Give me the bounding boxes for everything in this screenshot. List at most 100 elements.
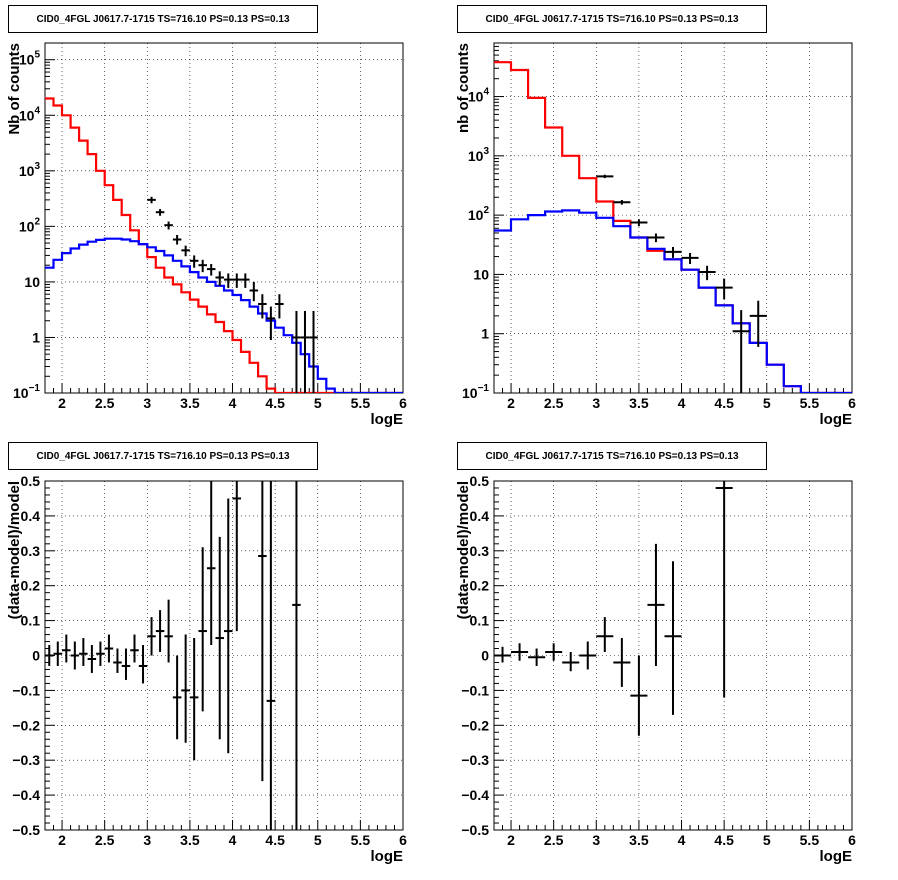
x-tick-label: 4 bbox=[229, 832, 237, 848]
data-point bbox=[70, 641, 80, 670]
y-tick-label: −0.5 bbox=[12, 822, 40, 838]
data-point bbox=[155, 209, 165, 216]
data-point bbox=[198, 547, 207, 712]
y-tick-label: −0.2 bbox=[461, 717, 489, 733]
x-tick-label: 5.5 bbox=[800, 395, 820, 411]
ticks bbox=[493, 42, 853, 394]
chart-title: CID0_4FGL J0617.7-1715 TS=716.10 PS=0.13… bbox=[457, 442, 767, 470]
series-step-line bbox=[45, 237, 403, 393]
data-point bbox=[715, 278, 733, 300]
y-tick-label: 10−1 bbox=[462, 383, 489, 401]
y-tick-label: 0.2 bbox=[470, 578, 490, 594]
x-tick-label: 2 bbox=[507, 395, 515, 411]
data-point bbox=[189, 638, 199, 761]
y-tick-label: 0.2 bbox=[21, 578, 41, 594]
data-point bbox=[206, 481, 216, 646]
series-step-line bbox=[45, 97, 403, 393]
ticks bbox=[44, 42, 404, 394]
data-point bbox=[45, 645, 54, 666]
data-point bbox=[172, 655, 182, 740]
data-point bbox=[596, 174, 614, 179]
y-tick-label: 102 bbox=[19, 216, 41, 234]
y-tick-label: 1 bbox=[32, 329, 40, 345]
x-tick-label: 5 bbox=[314, 832, 322, 848]
x-tick-label: 2.5 bbox=[95, 395, 115, 411]
data-point bbox=[300, 310, 310, 393]
data-point bbox=[494, 646, 512, 663]
x-axis-label: logE bbox=[371, 411, 404, 428]
y-tick-label: 0 bbox=[32, 648, 40, 664]
x-tick-label: 2.5 bbox=[544, 395, 564, 411]
chart-title: CID0_4FGL J0617.7-1715 TS=716.10 PS=0.13… bbox=[8, 442, 318, 470]
panel-bottom-left: 2 2.5 3 3.5 4 4.5 5 5.5 6 −0.5 −0.4 −0.3 −0.2 −0.1 0 0.… bbox=[0, 437, 449, 875]
data-point bbox=[104, 634, 114, 663]
x-axis-label: logE bbox=[820, 848, 853, 865]
data-point bbox=[630, 219, 648, 227]
x-tick-label: 3 bbox=[143, 832, 151, 848]
data-point bbox=[698, 265, 716, 281]
x-tick-label: 5 bbox=[314, 395, 322, 411]
x-tick-label: 5.5 bbox=[351, 832, 371, 848]
data-point bbox=[206, 264, 216, 276]
x-tick-label: 4.5 bbox=[265, 395, 285, 411]
y-tick-label: 0.3 bbox=[21, 543, 41, 559]
data-point bbox=[215, 271, 224, 286]
data-point bbox=[613, 199, 631, 205]
chart-title: CID0_4FGL J0617.7-1715 TS=716.10 PS=0.13… bbox=[8, 5, 318, 33]
grid bbox=[45, 43, 403, 393]
x-tick-label: 4.5 bbox=[265, 832, 285, 848]
y-tick-label: −0.4 bbox=[12, 787, 40, 803]
data-point bbox=[113, 648, 122, 673]
data-point bbox=[87, 645, 97, 673]
y-tick-label: 0.5 bbox=[470, 473, 490, 489]
y-tick-label: 10 bbox=[24, 274, 40, 290]
data-point bbox=[630, 655, 648, 736]
data-point bbox=[511, 643, 529, 661]
data-point bbox=[62, 634, 71, 663]
data-point bbox=[181, 634, 190, 743]
y-axis-label: nb of counts bbox=[455, 43, 472, 133]
data-point bbox=[562, 652, 580, 672]
series-group bbox=[494, 61, 852, 393]
data-point bbox=[53, 641, 63, 666]
x-tick-label: 6 bbox=[399, 395, 407, 411]
data-point bbox=[647, 543, 665, 666]
data-point bbox=[258, 294, 267, 319]
x-tick-label: 6 bbox=[848, 832, 856, 848]
series-group bbox=[494, 481, 733, 736]
data-point bbox=[266, 306, 276, 340]
y-axis-label: Nb of counts bbox=[6, 43, 23, 135]
panel-bottom-right: 2 2.5 3 3.5 4 4.5 5 5.5 6 −0.5 −0.4 −0.3 −0.2 −0.1 0 0.… bbox=[449, 437, 898, 875]
data-point bbox=[258, 481, 267, 782]
chart-top-right: 2 2.5 3 3.5 4 4.5 5 5.5 6 10−1 1 10 102 103 104 logE nb … bbox=[455, 42, 856, 428]
panel-top-right: 2 2.5 3 3.5 4 4.5 5 5.5 6 10−1 1 10 102 103 104 logE nb … bbox=[449, 0, 898, 437]
data-point bbox=[198, 259, 207, 273]
data-point bbox=[715, 481, 733, 698]
data-point bbox=[164, 221, 173, 230]
panel-top-left: 2 2.5 3 3.5 4 4.5 5 5.5 6 10−1 1 10 102 103 104 105 logE… bbox=[0, 0, 449, 437]
x-tick-label: 3.5 bbox=[629, 832, 649, 848]
x-tick-label: 4.5 bbox=[714, 395, 734, 411]
y-tick-label: 0 bbox=[481, 648, 489, 664]
y-axis-label: (data-model)/model bbox=[6, 481, 23, 619]
data-point bbox=[121, 648, 131, 680]
data-point bbox=[147, 196, 156, 204]
data-point bbox=[138, 645, 148, 684]
y-tick-label: 103 bbox=[468, 146, 490, 164]
grid bbox=[45, 481, 403, 830]
chart-top-left: 2 2.5 3 3.5 4 4.5 5 5.5 6 10−1 1 10 102 103 104 105 logE… bbox=[6, 42, 407, 428]
data-point bbox=[147, 617, 156, 656]
data-point bbox=[545, 643, 563, 661]
x-tick-label: 2 bbox=[58, 832, 66, 848]
data-point bbox=[130, 634, 139, 663]
data-point bbox=[215, 536, 224, 740]
series-group bbox=[45, 481, 301, 830]
y-tick-label: 10 bbox=[473, 266, 489, 282]
y-tick-label: −0.1 bbox=[12, 682, 40, 698]
x-tick-label: 2 bbox=[507, 832, 515, 848]
data-point bbox=[596, 617, 614, 653]
data-point bbox=[749, 300, 767, 347]
y-tick-label: 104 bbox=[468, 87, 490, 105]
data-point bbox=[241, 273, 250, 288]
x-tick-label: 2 bbox=[58, 395, 66, 411]
